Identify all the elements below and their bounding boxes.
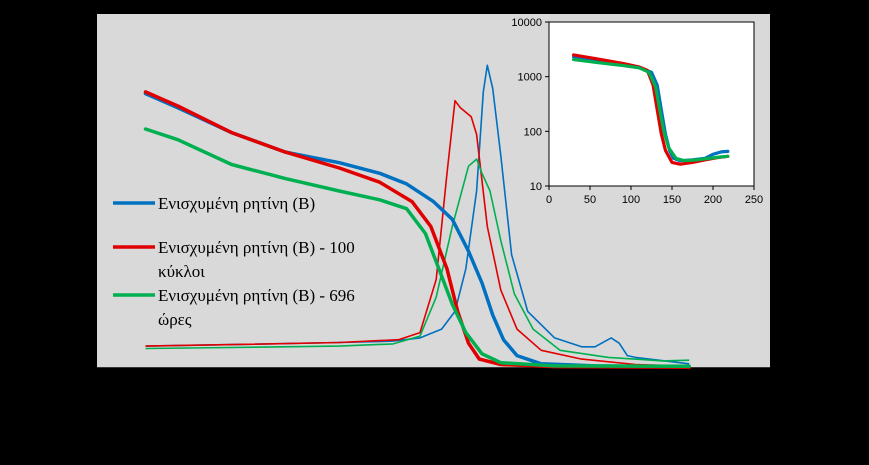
inset-x-tick-label: 200 [704, 194, 722, 206]
inset-y-axis: 10 100 1000 10000 [511, 17, 549, 193]
inset-x-tick-label: 0 [546, 194, 552, 206]
inset-x-tick-label: 100 [622, 194, 640, 206]
legend: Ενισχυμένη ρητίνη (Β) Ενισχυμένη ρητίνη … [113, 194, 355, 329]
main-series-group [143, 64, 691, 370]
legend-label: Ενισχυμένη ρητίνη (Β) - 696 [158, 286, 355, 305]
inset-y-tick-label: 10 [530, 181, 542, 193]
inset-x-tick-label: 250 [745, 194, 763, 206]
storage-modulus-line [143, 127, 691, 368]
inset-plot-area [548, 21, 755, 187]
inset-x-axis: 0 50 100 150 200 250 [546, 186, 763, 206]
inset-x-tick-label: 50 [584, 194, 596, 206]
inset-series-line [572, 58, 730, 163]
tan-delta-line [145, 158, 690, 362]
legend-label-continued: κύκλοι [158, 262, 205, 281]
inset-series-group [572, 53, 730, 166]
inset-y-tick-label: 100 [524, 126, 542, 138]
inset-y-tick-label: 1000 [518, 72, 542, 84]
legend-item-red: Ενισχυμένη ρητίνη (Β) - 100 κύκλοι [113, 238, 355, 281]
tan-delta-line [145, 99, 690, 367]
legend-label: Ενισχυμένη ρητίνη (Β) [158, 194, 315, 213]
legend-label-continued: ώρες [158, 310, 192, 329]
storage-modulus-line [143, 90, 691, 370]
inset-x-tick-label: 150 [663, 194, 681, 206]
inset-y-tick-label: 10000 [511, 17, 542, 29]
legend-label: Ενισχυμένη ρητίνη (Β) - 100 [158, 238, 355, 257]
legend-item-green: Ενισχυμένη ρητίνη (Β) - 696 ώρες [113, 286, 355, 329]
legend-item-blue: Ενισχυμένη ρητίνη (Β) [113, 194, 315, 213]
inset-chart: 10 100 1000 10000 0 50 100 150 200 250 [511, 17, 763, 206]
